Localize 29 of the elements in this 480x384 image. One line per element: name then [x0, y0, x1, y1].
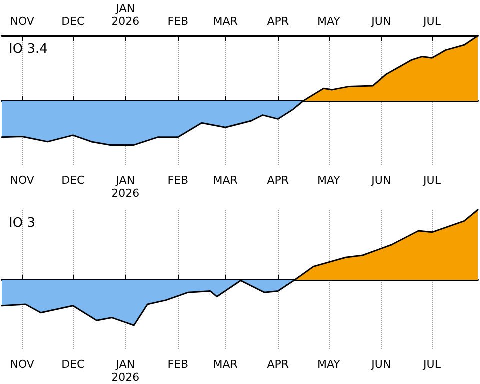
text: IO 3.4 — [9, 42, 48, 57]
x-tick-label: JAN 2026 — [112, 174, 140, 200]
x-tick-label: DEC — [62, 174, 86, 187]
x-tick-label: MAR — [213, 358, 238, 371]
x-tick-label: DEC — [62, 358, 86, 371]
x2-tick-label: JUL — [422, 15, 442, 28]
x-tick-label: JUN — [370, 358, 392, 371]
x-tick-label: APR — [267, 174, 290, 187]
x2-tick-label: FEB — [168, 15, 189, 28]
x-tick-label: MAY — [317, 174, 341, 187]
x2-tick-label: DEC — [62, 15, 86, 28]
x-tick-label: FEB — [168, 174, 189, 187]
x-tick-label: JUL — [422, 174, 442, 187]
x-tick-label: NOV — [10, 174, 35, 187]
x-tick-label: JAN 2026 — [112, 358, 140, 384]
x-tick-label: MAR — [213, 174, 238, 187]
x-tick-label: JUL — [422, 358, 442, 371]
x-tick-label: APR — [267, 358, 290, 371]
x-tick-label: FEB — [168, 358, 189, 371]
x-tick-label: MAY — [317, 358, 341, 371]
x2-tick-label: MAY — [317, 15, 341, 28]
x2-tick-label: JAN 2026 — [112, 2, 140, 28]
x2-tick-label: APR — [267, 15, 290, 28]
x-tick-label: NOV — [10, 358, 35, 371]
x2-tick-label: JUN — [370, 15, 392, 28]
x2-tick-label: MAR — [213, 15, 238, 28]
x2-tick-label: NOV — [10, 15, 35, 28]
text: IO 3 — [9, 216, 36, 231]
x-tick-label: JUN — [370, 174, 392, 187]
